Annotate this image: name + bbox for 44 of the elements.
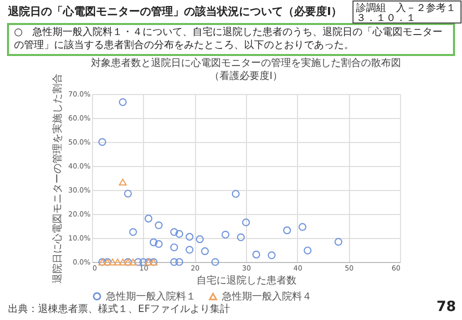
point [114,258,122,266]
point [170,228,178,236]
point [170,243,178,252]
point [283,226,291,234]
point [129,258,137,266]
point [201,247,209,256]
point [108,258,116,266]
y-axis-title: 退院日に心電図モニターの管理を実施した割合 [51,74,64,284]
x-axis-title: 自宅に退院した患者数 [196,274,296,286]
point [144,214,152,222]
point [252,250,260,258]
point [118,178,127,186]
text: ○ 急性期一般入院料１・４について、自宅に退院した患者のうち、退院日の「心電図モニターの管理」に該当する患者割合の分布をみたところ、以下のとおりであった。 [14,26,443,51]
point [134,258,142,266]
point [268,251,276,260]
text: 78 [436,299,456,315]
point [211,258,220,266]
point [154,240,163,248]
point [150,238,158,246]
point [118,98,127,106]
point [118,258,127,266]
legend-label: 急性期一般入院料４ [221,290,312,303]
text: 診調組 入－２参考１３．１０．１ [356,2,456,24]
point [242,218,250,226]
point [334,238,342,246]
point [186,232,194,241]
point [304,246,312,254]
point [154,221,163,230]
point [236,233,245,242]
text: 退院日の「心電図モニターの管理」の該当状況について（必要度Ⅰ） [7,5,342,18]
legend-label: 急性期一般入院料１ [105,290,196,302]
point [175,230,184,238]
point [129,228,137,236]
point [222,230,230,239]
point [186,246,194,254]
point [170,258,178,266]
point [175,258,184,266]
point [196,235,204,244]
point [98,138,106,146]
chart-title: 対象患者数と退院日に心電図モニターの管理を実施した割合の散布図（看護必要度Ⅰ） [91,57,401,82]
point [232,190,240,198]
point [124,190,132,198]
source-note: 出典：退棟患者票、様式１、EFファイルより集計 [8,303,230,315]
point [298,223,306,231]
